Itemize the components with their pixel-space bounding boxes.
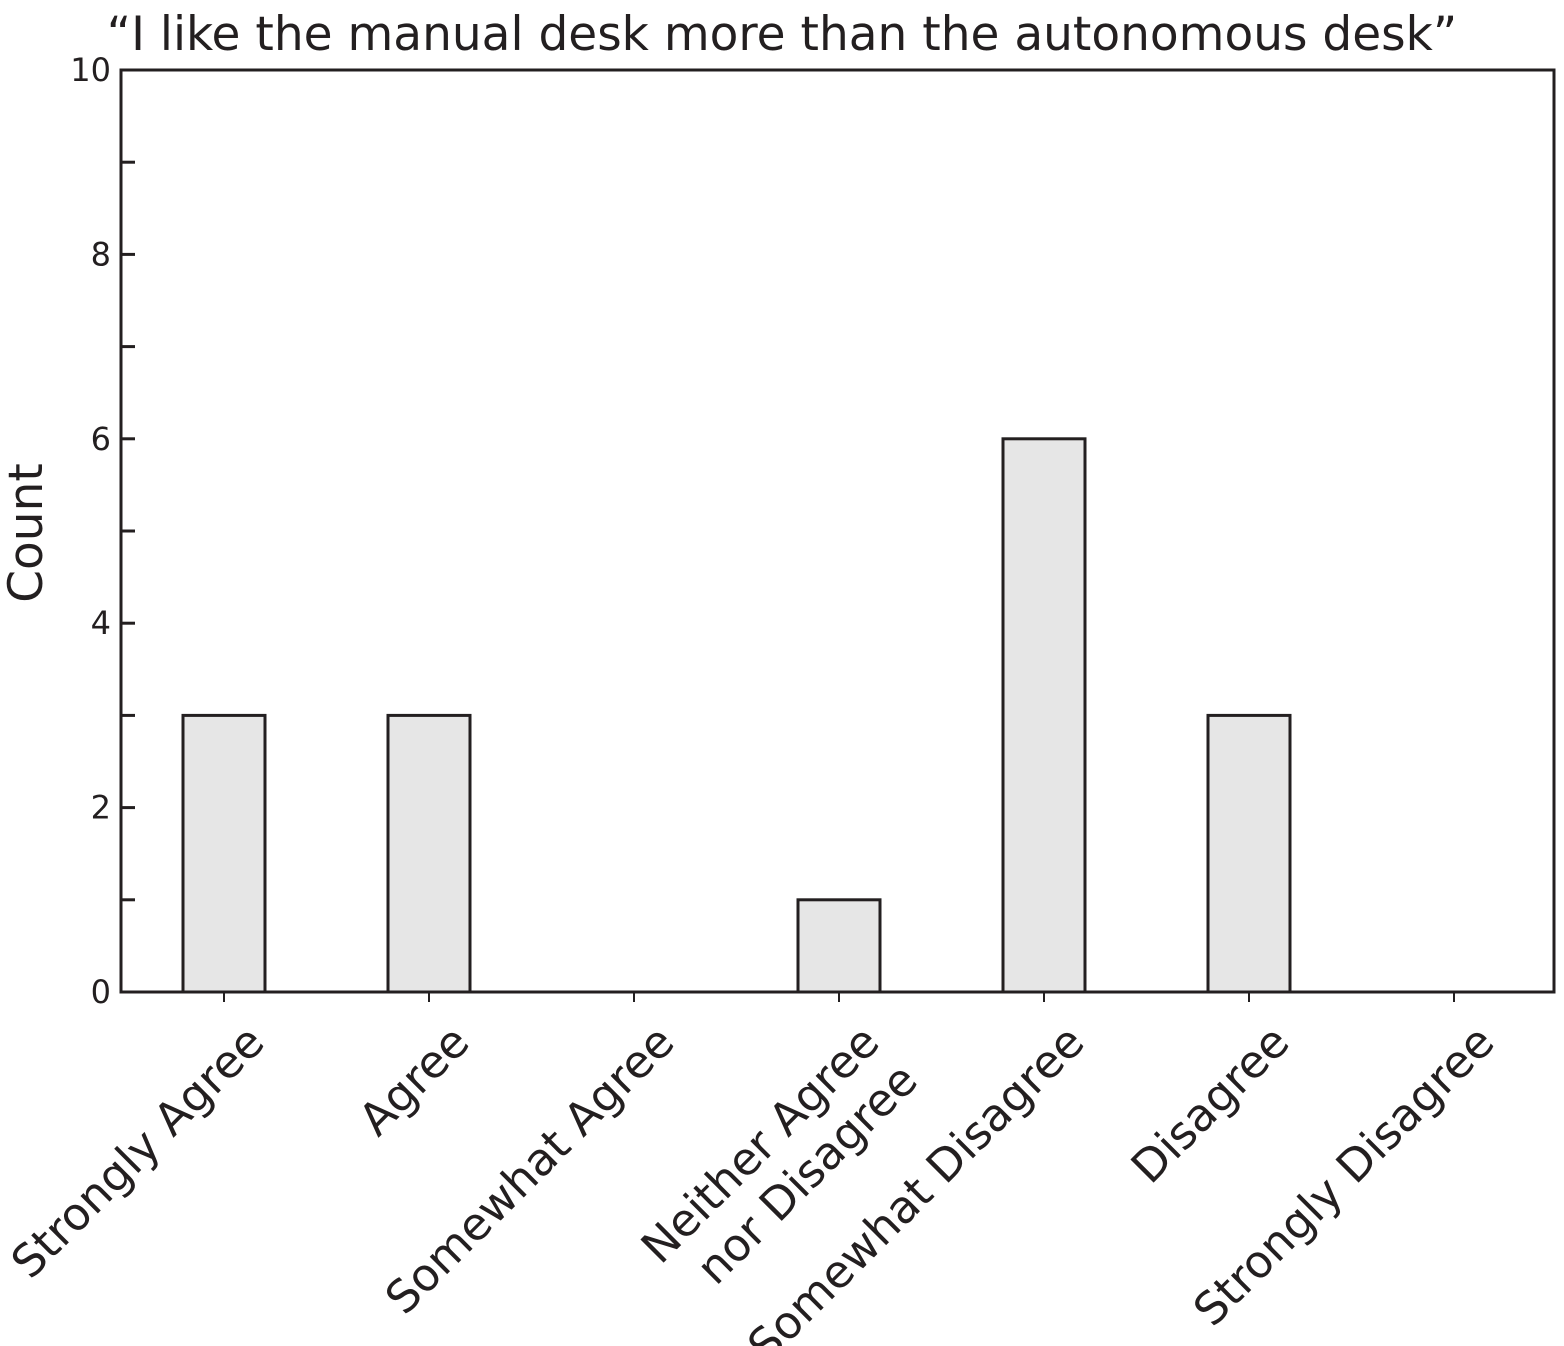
y-tick-label-6: 6 xyxy=(91,420,111,458)
chart-title: “I like the manual desk more than the au… xyxy=(107,7,1457,62)
category-label-line: Strongly Agree xyxy=(1,1015,275,1289)
category-label-0: Strongly Agree xyxy=(1,1015,275,1289)
bar-4 xyxy=(1001,437,1087,994)
category-label-5: Disagree xyxy=(1121,1015,1300,1194)
bar-1 xyxy=(386,713,472,994)
category-label-line: Agree xyxy=(348,1015,479,1146)
category-label-line: Disagree xyxy=(1121,1015,1300,1194)
y-tick-label-10: 10 xyxy=(70,51,111,89)
y-tick-label-0: 0 xyxy=(91,973,111,1011)
y-axis-label: Count xyxy=(0,463,54,603)
category-label-1: Agree xyxy=(348,1015,479,1146)
y-tick-label-4: 4 xyxy=(91,604,111,642)
bars-layer xyxy=(181,437,1292,994)
y-tick-label-8: 8 xyxy=(91,235,111,273)
ticks-layer: 0 2 4 6 8 10 xyxy=(70,51,1455,1011)
y-tick-label-2: 2 xyxy=(91,789,111,827)
bar-3 xyxy=(796,898,882,994)
bar-5 xyxy=(1206,713,1292,994)
plot-frame xyxy=(119,68,1556,994)
bar-0 xyxy=(181,713,267,994)
